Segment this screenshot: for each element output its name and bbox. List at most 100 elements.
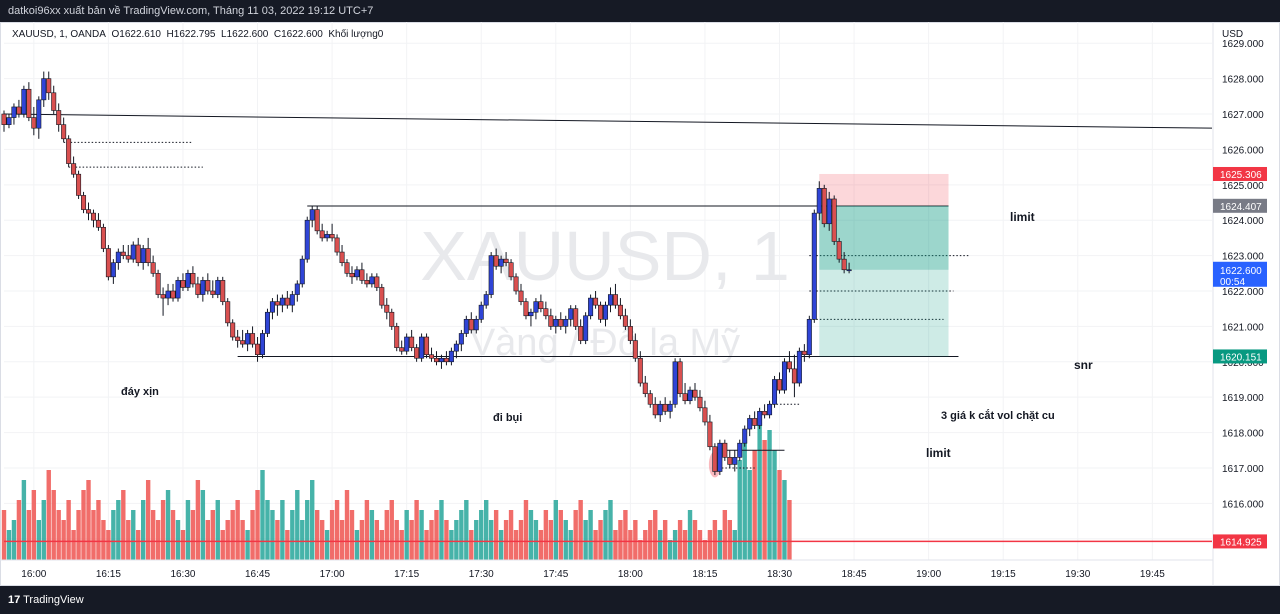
candle-body [364, 280, 370, 285]
candle-body [135, 244, 141, 263]
candle-body [269, 301, 275, 313]
candle-body [568, 308, 574, 320]
candle-body [11, 106, 17, 118]
volume-bar [71, 530, 76, 560]
legend-close: C1622.600 [273, 29, 323, 40]
volume-bar [523, 500, 529, 560]
candle-body [821, 188, 827, 225]
candle-body [637, 357, 643, 384]
candle-body [165, 290, 171, 299]
price-tick-label: 1623.000 [1222, 252, 1264, 263]
volume-bar [21, 480, 27, 560]
volume-bar [190, 510, 196, 560]
candle-body [56, 110, 62, 125]
volume-bar [101, 520, 106, 560]
candle-body [339, 251, 345, 263]
candle-body [702, 407, 708, 423]
candle-body [304, 219, 310, 260]
volume-bar [697, 530, 703, 560]
candle-body [130, 244, 136, 260]
candle-body [140, 248, 146, 263]
candle-body [816, 188, 822, 214]
candle-body [528, 311, 534, 317]
candle-body [314, 209, 320, 232]
volume-bar [583, 520, 588, 560]
candle-body [120, 251, 126, 256]
candle-body [324, 234, 330, 239]
candle-body [667, 403, 673, 412]
candle-body [404, 336, 410, 352]
candle-body [767, 403, 773, 416]
volume-bar [508, 510, 514, 560]
volume-bar [215, 500, 220, 560]
volume-bar [369, 510, 375, 560]
volume-bar [106, 530, 111, 560]
volume-bar [165, 490, 171, 560]
volume-bar [319, 520, 325, 560]
footer-bar: 17 TradingView [0, 586, 1280, 614]
candle-body [762, 411, 768, 416]
candle-body [543, 308, 549, 317]
candle-body [468, 319, 474, 331]
volume-bar [558, 510, 563, 560]
last-price-tag-bg [1213, 261, 1267, 287]
volume-bar [752, 450, 757, 560]
volume-bar [404, 510, 409, 560]
volume-bar [339, 520, 345, 560]
candle-body [175, 280, 181, 299]
volume-bar [474, 520, 479, 560]
volume-bar [464, 500, 469, 560]
legend-symbol: XAUUSD, 1, OANDA [12, 29, 106, 40]
volume-bar [31, 490, 37, 560]
volume-bar [588, 510, 593, 560]
candle-body [359, 269, 365, 281]
time-axis: 16:00 16:15 16:30 16:45 17:00 17:15 17:30 17:45… [21, 569, 1165, 580]
volume-bar [603, 510, 608, 560]
volume-bar [712, 520, 718, 560]
candle-body [488, 255, 494, 295]
time-tick-label: 18:45 [842, 569, 867, 580]
volume-bar [439, 500, 444, 560]
volume-bar [295, 490, 300, 560]
volume-bar [16, 500, 22, 560]
candle-body [672, 361, 678, 405]
volume-bar [772, 450, 777, 560]
volume-bar [349, 510, 355, 560]
candle-body [453, 343, 459, 352]
candle-body [21, 88, 27, 115]
candle-body [215, 280, 221, 295]
candle-body [806, 319, 812, 356]
tradingview-logo[interactable]: 17 TradingView [8, 594, 84, 606]
candle-body [1, 113, 7, 125]
volume-bar [613, 530, 618, 560]
time-tick-label: 16:00 [21, 569, 46, 580]
candle-body [796, 350, 802, 384]
volume-bar [414, 500, 419, 560]
candle-body [831, 198, 837, 242]
volume-bar [533, 520, 539, 560]
candle-body [284, 297, 290, 306]
volume-bar [41, 500, 46, 560]
candle-body [781, 361, 787, 391]
candle-body [36, 99, 42, 129]
volume-bar [459, 510, 464, 560]
candle-body [51, 92, 57, 111]
volume-bar [379, 530, 385, 560]
volume-bar [662, 520, 668, 560]
candle-body [66, 138, 72, 164]
candle-body [46, 78, 52, 94]
volume-bar [300, 520, 305, 560]
candle-body [588, 297, 594, 317]
volume-bar [121, 490, 126, 560]
volume-bar [777, 470, 782, 560]
volume-bar [150, 510, 156, 560]
candle-body [563, 319, 569, 327]
legend-open: O1622.610 [111, 29, 161, 40]
volume-bar [210, 510, 215, 560]
candle-body [836, 241, 842, 260]
time-tick-label: 18:30 [767, 569, 792, 580]
candle-body [379, 287, 385, 306]
candle-body [419, 336, 425, 359]
candle-body [299, 258, 305, 285]
